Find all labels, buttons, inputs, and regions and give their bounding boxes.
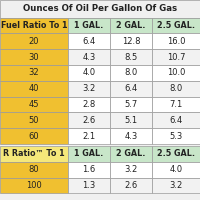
Bar — [152, 112, 200, 128]
Bar — [0, 33, 68, 49]
Bar — [68, 128, 110, 144]
Bar — [152, 81, 200, 97]
Bar — [0, 112, 68, 128]
Bar — [68, 146, 110, 162]
Bar — [0, 65, 68, 81]
Text: Fuel Ratio To 1: Fuel Ratio To 1 — [1, 21, 67, 30]
Text: 4.3: 4.3 — [124, 132, 138, 141]
Bar — [0, 0, 200, 18]
Text: 10.0: 10.0 — [167, 68, 185, 77]
Text: 5.3: 5.3 — [169, 132, 183, 141]
Bar — [68, 18, 110, 33]
Text: 8.5: 8.5 — [124, 53, 138, 62]
Text: 30: 30 — [29, 53, 39, 62]
Bar — [110, 65, 152, 81]
Bar — [68, 33, 110, 49]
Bar — [110, 97, 152, 112]
Bar — [152, 146, 200, 162]
Text: 16.0: 16.0 — [167, 37, 185, 46]
Text: 2 GAL.: 2 GAL. — [116, 21, 146, 30]
Text: 7.1: 7.1 — [169, 100, 183, 109]
Bar — [110, 128, 152, 144]
Text: 12.8: 12.8 — [122, 37, 140, 46]
Bar — [110, 178, 152, 193]
Bar — [0, 97, 68, 112]
Text: 3.2: 3.2 — [124, 165, 138, 174]
Text: 100: 100 — [26, 181, 42, 190]
Text: 40: 40 — [29, 84, 39, 93]
Bar — [68, 65, 110, 81]
Bar — [152, 128, 200, 144]
Bar — [0, 178, 68, 193]
Text: 2.5 GAL.: 2.5 GAL. — [157, 21, 195, 30]
Text: 3.2: 3.2 — [82, 84, 96, 93]
Text: 20: 20 — [29, 37, 39, 46]
Text: 6.4: 6.4 — [124, 84, 138, 93]
Bar — [152, 49, 200, 65]
Text: 10.7: 10.7 — [167, 53, 185, 62]
Text: 2.8: 2.8 — [82, 100, 96, 109]
Bar — [152, 178, 200, 193]
Bar — [152, 97, 200, 112]
Text: 1.6: 1.6 — [82, 165, 96, 174]
Text: Ounces Of Oil Per Gallon Of Gas: Ounces Of Oil Per Gallon Of Gas — [23, 4, 177, 13]
Bar — [110, 49, 152, 65]
Text: 2 GAL.: 2 GAL. — [116, 149, 146, 158]
Bar — [0, 128, 68, 144]
Text: 8.0: 8.0 — [124, 68, 138, 77]
Text: 2.6: 2.6 — [82, 116, 96, 125]
Text: 80: 80 — [29, 165, 39, 174]
Bar — [110, 112, 152, 128]
Text: 50: 50 — [29, 116, 39, 125]
Text: 8.0: 8.0 — [169, 84, 183, 93]
Text: 60: 60 — [29, 132, 39, 141]
Text: 6.4: 6.4 — [169, 116, 183, 125]
Text: 4.0: 4.0 — [82, 68, 96, 77]
Text: 32: 32 — [29, 68, 39, 77]
Bar — [152, 162, 200, 178]
Bar — [0, 49, 68, 65]
Bar — [0, 162, 68, 178]
Text: 1 GAL.: 1 GAL. — [74, 21, 104, 30]
Text: 3.2: 3.2 — [169, 181, 183, 190]
Bar — [68, 97, 110, 112]
Bar — [68, 162, 110, 178]
Bar — [152, 65, 200, 81]
Bar — [110, 81, 152, 97]
Text: 2.1: 2.1 — [82, 132, 96, 141]
Text: 2.6: 2.6 — [124, 181, 138, 190]
Text: R Ratio™ To 1: R Ratio™ To 1 — [3, 149, 65, 158]
Text: 6.4: 6.4 — [82, 37, 96, 46]
Text: 2.5 GAL.: 2.5 GAL. — [157, 149, 195, 158]
Bar — [0, 146, 68, 162]
Bar — [110, 18, 152, 33]
Bar — [0, 81, 68, 97]
Bar — [110, 33, 152, 49]
Text: 1 GAL.: 1 GAL. — [74, 149, 104, 158]
Bar — [68, 81, 110, 97]
Bar — [110, 146, 152, 162]
Text: 5.1: 5.1 — [124, 116, 138, 125]
Bar — [68, 178, 110, 193]
Bar — [68, 49, 110, 65]
Bar — [110, 162, 152, 178]
Text: 4.3: 4.3 — [82, 53, 96, 62]
Text: 1.3: 1.3 — [82, 181, 96, 190]
Text: 4.0: 4.0 — [169, 165, 183, 174]
Bar — [0, 18, 68, 33]
Bar — [152, 18, 200, 33]
Bar — [152, 33, 200, 49]
Bar — [68, 112, 110, 128]
Text: 5.7: 5.7 — [124, 100, 138, 109]
Text: 45: 45 — [29, 100, 39, 109]
